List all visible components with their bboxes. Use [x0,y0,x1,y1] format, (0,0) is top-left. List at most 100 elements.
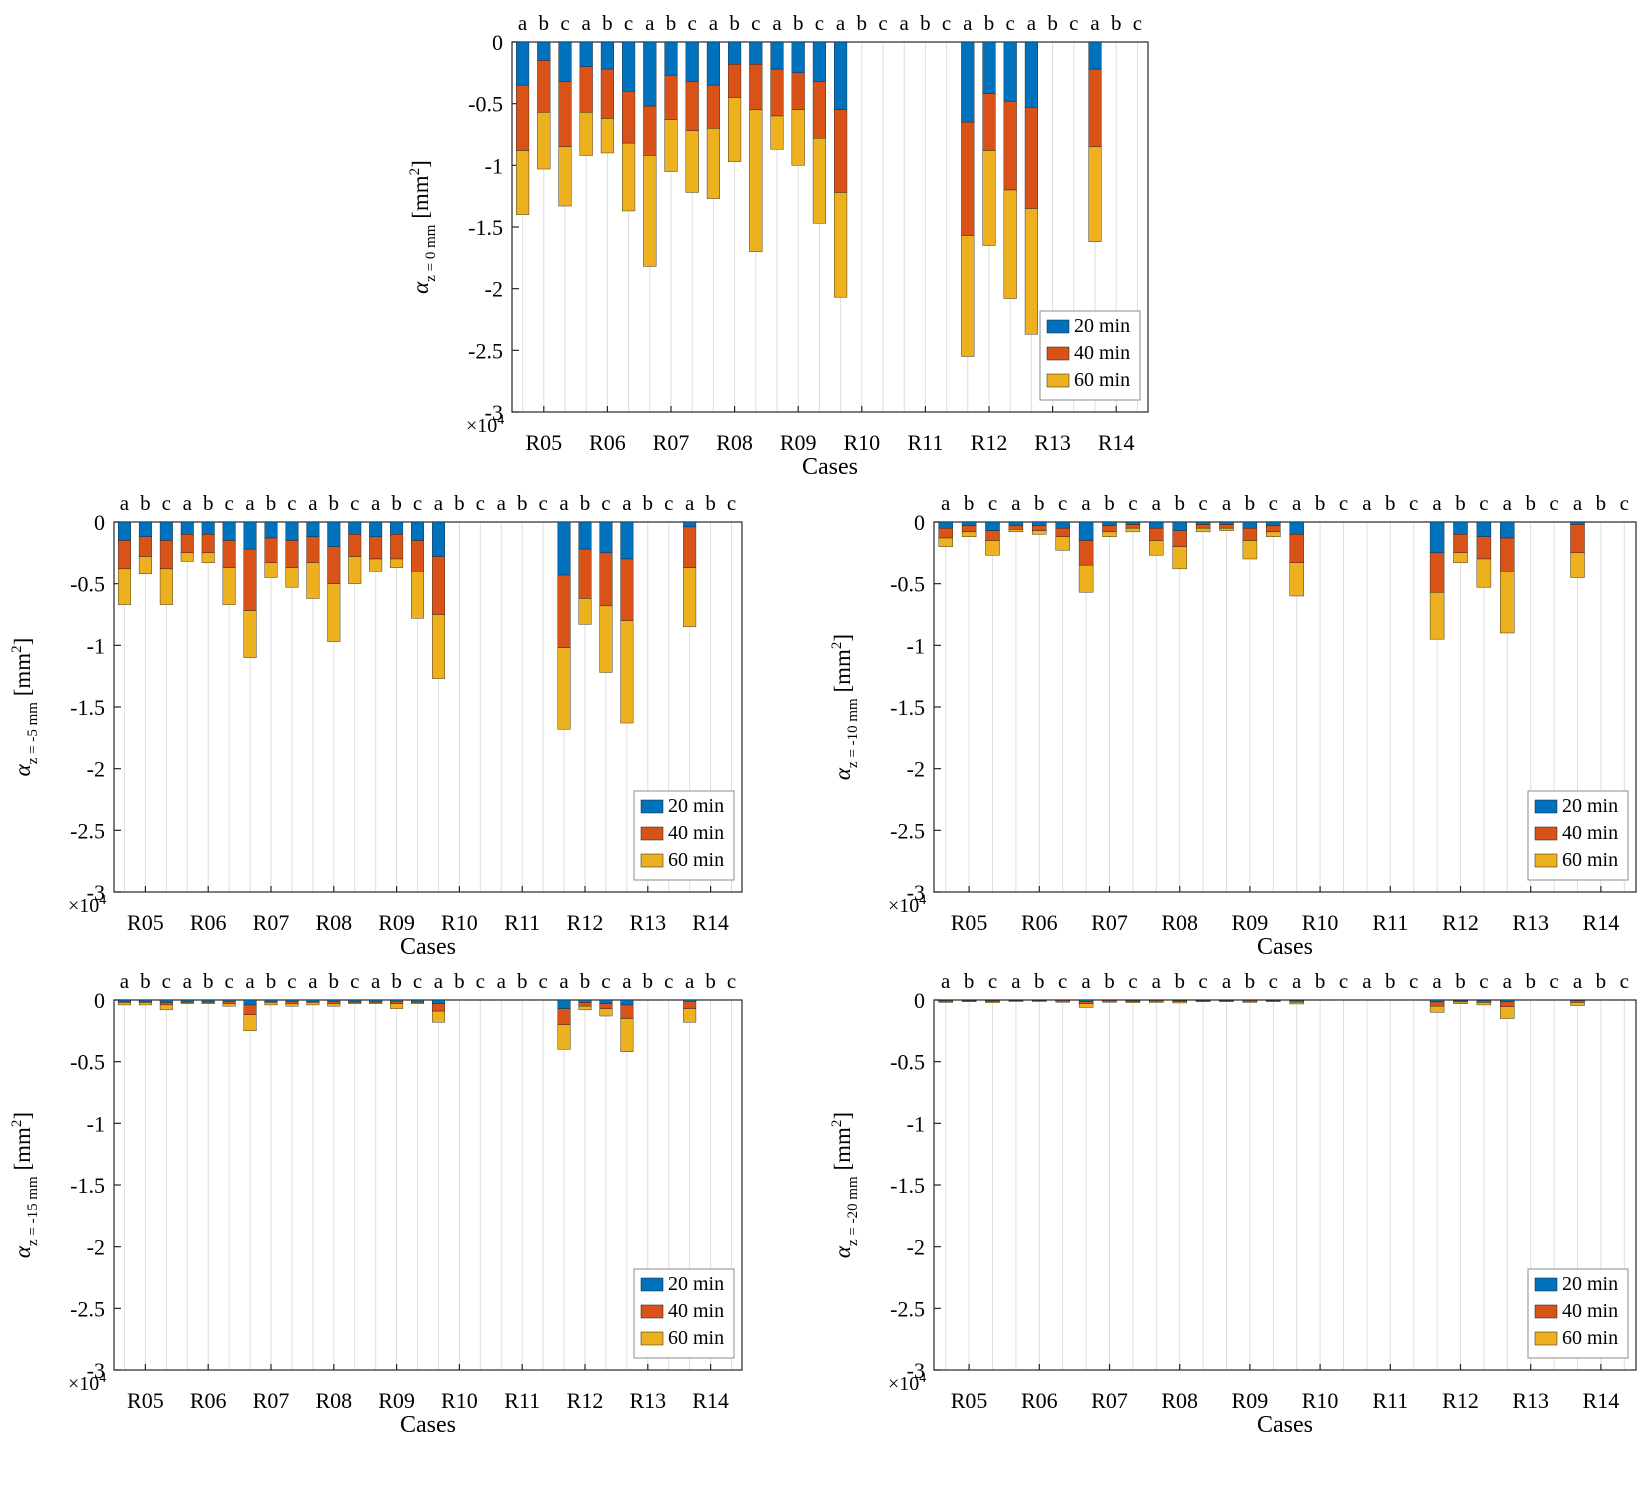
y-tick-label: -2.5 [70,818,105,843]
subgroup-label: a [1362,491,1372,515]
bar-segment-40min [1500,537,1515,572]
subgroup-label: c [727,969,736,993]
y-scale-label: ×104 [888,893,926,917]
bar-segment-20min [1055,521,1070,529]
subgroup-label: c [1133,11,1142,35]
bar-segment-40min [369,536,383,560]
legend-label: 60 min [668,1327,724,1349]
bar-segment-20min [1149,521,1164,529]
subgroup-label: b [580,491,591,515]
bar-segment-60min [411,571,425,619]
bar-segment-60min [222,567,236,605]
subgroup-label: b [391,969,402,993]
bar-segment-60min [1195,1000,1211,1002]
subgroup-label: b [1596,491,1607,515]
bar-segment-60min [961,531,977,537]
bar-segment-20min [812,41,826,82]
x-category-label: R11 [504,910,540,935]
subgroup-label: c [350,969,359,993]
bar-segment-20min [201,521,215,535]
subgroup-label: c [1058,969,1067,993]
bar-segment-20min [1195,521,1211,525]
bar-segment-40min [770,68,784,117]
bar-segment-40min [622,91,636,144]
bar-segment-60min [938,537,953,547]
bar-segment-20min [622,41,636,92]
bar-segment-20min [431,521,445,557]
subgroup-label: a [1573,969,1583,993]
x-category-label: R05 [127,910,164,935]
bar-segment-60min [1003,189,1017,299]
x-category-label: R12 [567,910,604,935]
y-scale-label: ×104 [68,1371,106,1395]
subgroup-label: b [666,11,677,35]
bar-segment-60min [1453,1001,1468,1004]
bar-segment-40min [1008,525,1024,530]
bar-segment-60min [1570,1002,1585,1006]
bar-segment-60min [243,1014,257,1032]
x-category-label: R09 [780,430,817,455]
subgroup-label: b [454,491,465,515]
bar-segment-60min [390,558,404,568]
subgroup-label: a [709,11,719,35]
bar-segment-40min [791,72,805,111]
subgroup-label: a [1503,969,1513,993]
bar-segment-40min [327,1001,341,1004]
bar-segment-40min [599,552,613,607]
bar-segment-40min [327,546,341,584]
y-tick-label: -0.5 [468,92,503,117]
x-category-label: R11 [504,1388,540,1413]
subgroup-label: b [1104,491,1115,515]
bar-segment-60min [1088,146,1102,242]
bar-segment-20min [285,521,299,541]
subgroup-label: c [162,491,171,515]
legend-label: 20 min [1562,1273,1618,1295]
subgroup-label: a [1090,11,1100,35]
bar-segment-20min [180,521,194,535]
bar-segment-60min [1078,1003,1094,1008]
bar-segment-40min [579,66,593,113]
bar-segment-60min [159,568,173,605]
bar-segment-60min [683,567,697,628]
x-category-label: R08 [1161,1388,1198,1413]
subgroup-label: b [517,491,528,515]
y-tick-label: 0 [94,988,105,1013]
bar-segment-20min [117,521,131,541]
x-category-label: R13 [629,1388,666,1413]
y-tick-label: -0.5 [890,1050,925,1075]
bar-segment-40min [1172,530,1187,547]
bar-segment-60min [1149,540,1164,556]
bar-segment-60min [728,97,742,162]
bar-segment-60min [557,1024,571,1050]
subgroup-label: b [602,11,613,35]
subgroup-label: c [751,11,760,35]
legend-swatch [1534,1331,1558,1346]
subgroup-label: b [1385,491,1396,515]
bar-segment-60min [264,562,278,578]
bar-segment-60min [1570,552,1585,578]
bar-segment-40min [1003,100,1017,191]
bar-segment-60min [620,620,634,724]
x-category-label: R11 [1372,910,1408,935]
x-category-label: R07 [253,1388,290,1413]
bar-segment-20min [159,999,173,1003]
subgroup-label: a [1152,491,1162,515]
bar-segment-40min [578,548,592,599]
subgroup-label: a [559,491,569,515]
y-axis-title: αz = -20 mm [mm2] [829,1112,861,1258]
bar-segment-20min [664,41,678,76]
bar-segment-20min [982,41,996,94]
bar-segment-40min [1500,1001,1515,1007]
bar-segment-20min [558,41,572,82]
bar-segment-60min [578,598,592,625]
subgroup-label: a [941,969,951,993]
bar-segment-20min [1570,521,1585,525]
x-category-label: R12 [1442,910,1479,935]
bar-segment-20min [985,521,1000,531]
y-tick-label: -2 [907,1235,925,1260]
bar-segment-20min [578,521,592,550]
subgroup-label: a [245,969,255,993]
bar-segment-60min [600,118,614,154]
subgroup-label: b [643,491,654,515]
legend-label: 60 min [1562,1327,1618,1349]
